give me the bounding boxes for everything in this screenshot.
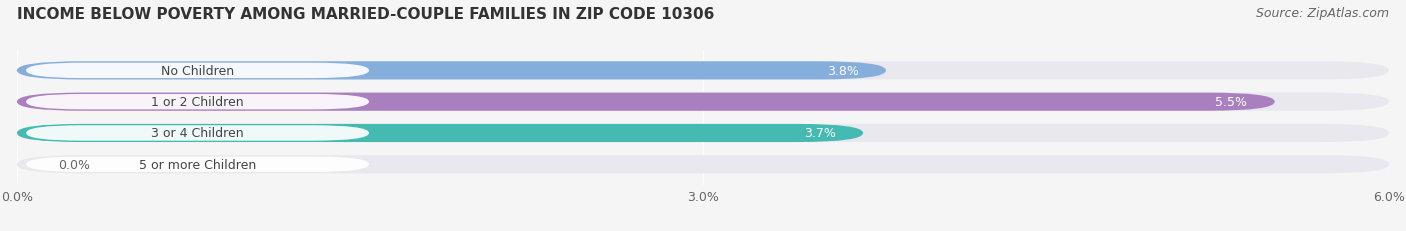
FancyBboxPatch shape: [17, 124, 1389, 143]
FancyBboxPatch shape: [17, 62, 886, 80]
FancyBboxPatch shape: [17, 155, 1389, 173]
FancyBboxPatch shape: [17, 62, 1389, 80]
Text: 3 or 4 Children: 3 or 4 Children: [152, 127, 243, 140]
Text: INCOME BELOW POVERTY AMONG MARRIED-COUPLE FAMILIES IN ZIP CODE 10306: INCOME BELOW POVERTY AMONG MARRIED-COUPL…: [17, 7, 714, 22]
FancyBboxPatch shape: [17, 124, 863, 143]
Text: Source: ZipAtlas.com: Source: ZipAtlas.com: [1256, 7, 1389, 20]
Text: 3.7%: 3.7%: [804, 127, 835, 140]
Text: 5 or more Children: 5 or more Children: [139, 158, 256, 171]
Text: 1 or 2 Children: 1 or 2 Children: [152, 96, 243, 109]
FancyBboxPatch shape: [17, 93, 1275, 111]
FancyBboxPatch shape: [27, 126, 370, 141]
FancyBboxPatch shape: [27, 63, 370, 79]
FancyBboxPatch shape: [27, 94, 370, 110]
Text: 0.0%: 0.0%: [58, 158, 90, 171]
FancyBboxPatch shape: [17, 93, 1389, 111]
FancyBboxPatch shape: [27, 157, 370, 172]
Text: No Children: No Children: [162, 65, 235, 78]
Text: 3.8%: 3.8%: [827, 65, 859, 78]
Text: 5.5%: 5.5%: [1215, 96, 1247, 109]
